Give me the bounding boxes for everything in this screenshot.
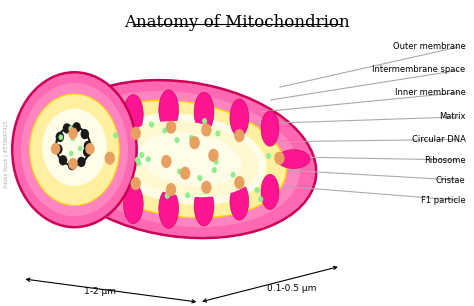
Ellipse shape — [30, 94, 119, 205]
Ellipse shape — [130, 177, 141, 190]
Ellipse shape — [166, 121, 176, 134]
Text: Ribosome: Ribosome — [424, 155, 465, 165]
Ellipse shape — [68, 126, 73, 132]
Text: F1 particle: F1 particle — [421, 196, 465, 205]
Ellipse shape — [51, 143, 60, 155]
Ellipse shape — [77, 157, 86, 167]
Text: Circular DNA: Circular DNA — [411, 135, 465, 144]
Ellipse shape — [159, 90, 179, 130]
Text: Adobe Stock | #578647425: Adobe Stock | #578647425 — [4, 121, 9, 188]
Text: Anatomy of Mitochondrion: Anatomy of Mitochondrion — [124, 13, 350, 31]
Ellipse shape — [234, 176, 245, 189]
Ellipse shape — [261, 111, 279, 146]
Ellipse shape — [165, 193, 170, 199]
Ellipse shape — [161, 155, 172, 168]
Ellipse shape — [255, 187, 260, 193]
Ellipse shape — [85, 143, 95, 155]
Ellipse shape — [59, 155, 67, 166]
Ellipse shape — [81, 129, 89, 139]
Ellipse shape — [277, 150, 310, 169]
Ellipse shape — [177, 169, 182, 175]
Text: Matrix: Matrix — [439, 112, 465, 121]
Ellipse shape — [230, 172, 236, 178]
Ellipse shape — [54, 144, 63, 155]
Ellipse shape — [78, 146, 82, 151]
Ellipse shape — [138, 132, 241, 186]
Ellipse shape — [68, 160, 76, 170]
Ellipse shape — [12, 72, 137, 227]
Ellipse shape — [258, 196, 263, 202]
Ellipse shape — [208, 149, 219, 162]
Ellipse shape — [45, 80, 316, 238]
Ellipse shape — [70, 136, 75, 141]
Ellipse shape — [146, 156, 151, 162]
Ellipse shape — [21, 83, 128, 216]
Ellipse shape — [202, 118, 207, 124]
Text: 1-2 μm: 1-2 μm — [84, 287, 116, 296]
Ellipse shape — [230, 183, 249, 220]
Ellipse shape — [211, 167, 217, 173]
Ellipse shape — [123, 95, 143, 134]
Ellipse shape — [261, 174, 279, 210]
Text: Inner membrane: Inner membrane — [395, 88, 465, 97]
Ellipse shape — [68, 158, 78, 170]
Ellipse shape — [174, 137, 180, 143]
Ellipse shape — [105, 151, 115, 165]
Ellipse shape — [234, 129, 245, 142]
Ellipse shape — [189, 135, 194, 141]
Ellipse shape — [69, 151, 73, 156]
Ellipse shape — [185, 192, 190, 198]
Ellipse shape — [113, 132, 118, 139]
Ellipse shape — [73, 122, 81, 132]
Ellipse shape — [83, 147, 91, 157]
Ellipse shape — [159, 188, 179, 228]
Ellipse shape — [201, 181, 211, 194]
Ellipse shape — [63, 123, 71, 133]
Ellipse shape — [190, 136, 200, 149]
Ellipse shape — [163, 158, 168, 164]
Ellipse shape — [58, 134, 63, 140]
Ellipse shape — [123, 184, 143, 224]
Ellipse shape — [87, 149, 123, 169]
Ellipse shape — [117, 121, 258, 197]
Ellipse shape — [55, 132, 64, 142]
Ellipse shape — [274, 151, 284, 165]
Ellipse shape — [230, 99, 249, 136]
Ellipse shape — [61, 91, 300, 227]
Ellipse shape — [42, 109, 107, 186]
Ellipse shape — [194, 186, 214, 226]
Ellipse shape — [197, 175, 202, 181]
Ellipse shape — [130, 127, 141, 140]
Text: Intermembrane space: Intermembrane space — [372, 65, 465, 74]
Ellipse shape — [166, 183, 176, 196]
Ellipse shape — [139, 152, 145, 158]
Ellipse shape — [137, 160, 142, 166]
Ellipse shape — [135, 157, 140, 163]
Ellipse shape — [68, 127, 78, 139]
Ellipse shape — [162, 128, 167, 134]
Ellipse shape — [104, 113, 266, 205]
Ellipse shape — [194, 92, 214, 132]
Ellipse shape — [215, 130, 220, 136]
Text: Cristae: Cristae — [436, 176, 465, 185]
Ellipse shape — [266, 153, 271, 159]
Ellipse shape — [149, 121, 154, 128]
Text: 0.1-0.5 μm: 0.1-0.5 μm — [266, 284, 316, 293]
Ellipse shape — [84, 141, 92, 151]
Ellipse shape — [201, 123, 211, 136]
Ellipse shape — [74, 100, 286, 218]
Ellipse shape — [180, 166, 191, 180]
Ellipse shape — [214, 159, 219, 165]
Text: Outer membrane: Outer membrane — [393, 42, 465, 51]
